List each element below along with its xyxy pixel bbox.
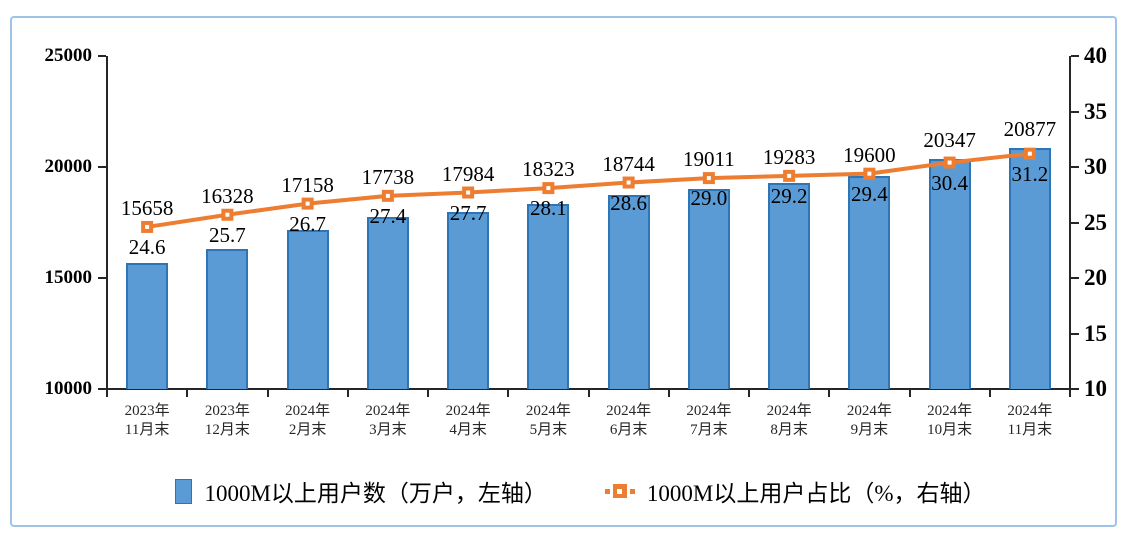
x-axis-tick [587, 390, 590, 397]
bar [768, 182, 811, 389]
line-value-label: 27.7 [449, 200, 487, 225]
x-axis-tick [346, 390, 349, 397]
right-y-axis-line [1069, 56, 1071, 396]
x-axis-tick [1069, 390, 1071, 397]
left-axis-tick-label: 20000 [44, 156, 93, 177]
left-axis-tick-label: 10000 [44, 378, 93, 399]
legend: 1000M以上用户数（万户，左轴） 1000M以上用户占比（%，右轴） [12, 474, 1137, 508]
x-axis-category-label: 2024年 3月末 [365, 403, 411, 438]
bar-value-label: 19600 [843, 142, 896, 167]
bar [1008, 147, 1051, 389]
x-axis-category-label: 2023年 11月末 [124, 403, 170, 438]
x-axis-tick [908, 390, 911, 397]
left-y-axis-line [106, 56, 108, 396]
bar [126, 263, 169, 389]
bar [928, 159, 971, 389]
bar-value-label: 17158 [281, 172, 334, 197]
x-axis-category-label: 2024年 11月末 [1007, 403, 1053, 438]
line-value-label: 29.4 [851, 181, 888, 206]
line-series-marker-icon [604, 484, 635, 498]
bar-value-label: 18744 [602, 151, 655, 176]
right-axis-tick [1071, 277, 1079, 279]
right-axis-tick-label: 35 [1084, 98, 1107, 124]
left-axis-tick-label: 15000 [44, 267, 93, 288]
x-axis-tick [507, 390, 510, 397]
bar-value-label: 17738 [361, 164, 415, 189]
x-axis-category-label: 2024年 4月末 [445, 403, 491, 438]
bar-value-label: 15658 [120, 195, 174, 220]
line-value-label: 27.4 [369, 203, 407, 228]
left-axis-tick [98, 166, 106, 168]
right-axis-tick-label: 25 [1084, 209, 1107, 235]
left-axis-tick [98, 277, 106, 279]
x-axis-tick [667, 390, 670, 397]
bar [286, 230, 329, 389]
left-axis-tick [98, 388, 106, 390]
line-value-label: 28.1 [530, 196, 567, 221]
bar-value-label: 20347 [923, 128, 976, 153]
line-series-layer [141, 147, 1036, 233]
right-axis-tick-label: 30 [1084, 154, 1107, 179]
line-value-label: 31.2 [1011, 161, 1049, 186]
x-axis-category-label: 2024年 7月末 [686, 403, 732, 438]
bar-value-label: 20877 [1003, 116, 1057, 141]
left-axis-tick [98, 55, 106, 57]
bar-value-label: 19283 [762, 144, 816, 169]
bar [687, 188, 730, 389]
x-axis-line [106, 388, 1071, 390]
line-value-label: 29.2 [770, 183, 808, 208]
right-axis-tick [1071, 55, 1079, 57]
legend-item-line-series: 1000M以上用户占比（%，右轴） [604, 474, 986, 508]
left-axis-tick-label: 25000 [44, 45, 93, 66]
right-axis-tick-label: 15 [1084, 320, 1107, 346]
right-axis-tick [1071, 110, 1079, 113]
x-axis-category-label: 2024年 6月末 [606, 403, 652, 438]
x-axis-tick [186, 390, 189, 397]
bar [607, 194, 650, 389]
bar [848, 175, 891, 389]
right-axis-tick [1071, 166, 1079, 168]
bar [206, 248, 249, 389]
right-axis-tick-label: 20 [1084, 265, 1107, 290]
line-value-label: 28.6 [610, 190, 647, 215]
x-axis-category-label: 2024年 10月末 [927, 403, 973, 438]
line-value-label: 26.7 [289, 211, 326, 236]
line-value-label: 29.0 [690, 186, 728, 211]
bar [366, 217, 409, 389]
right-axis-tick [1071, 388, 1079, 390]
right-axis-tick-label: 10 [1084, 376, 1107, 401]
x-axis-category-label: 2024年 9月末 [846, 403, 892, 438]
legend-bar-series-label: 1000M以上用户数（万户，左轴） [204, 481, 547, 506]
bar-series-swatch-icon [175, 478, 193, 504]
bar [447, 211, 490, 389]
x-axis-tick [106, 390, 108, 397]
right-axis-tick [1071, 332, 1079, 335]
x-axis-tick [427, 390, 429, 397]
right-axis-tick-label: 40 [1084, 43, 1107, 68]
chart-frame: 15658 24.6 16328 25.7 17158 26.7 17738 27.4 1798… [10, 16, 1117, 527]
legend-item-bar-series: 1000M以上用户数（万户，左轴） [175, 474, 547, 508]
x-axis-category-label: 2023年 12月末 [204, 403, 250, 438]
x-axis-category-label: 2024年 5月末 [525, 403, 571, 438]
bar [527, 204, 570, 389]
line-value-label: 30.4 [931, 170, 968, 195]
x-axis-tick [988, 390, 991, 397]
x-axis-tick [828, 390, 831, 397]
bar-value-label: 19011 [683, 147, 735, 172]
line-value-label: 24.6 [128, 234, 166, 259]
right-axis-tick [1071, 221, 1079, 224]
legend-line-series-label: 1000M以上用户占比（%，右轴） [646, 481, 986, 506]
x-axis-tick [748, 390, 750, 397]
x-axis-category-label: 2024年 8月末 [766, 403, 812, 438]
bar-value-label: 16328 [201, 183, 254, 208]
bar-value-label: 17984 [441, 161, 495, 186]
bar-value-label: 18323 [522, 157, 575, 182]
x-axis-tick [266, 390, 269, 397]
x-axis-category-label: 2024年 2月末 [285, 403, 331, 438]
line-value-label: 25.7 [209, 222, 246, 247]
